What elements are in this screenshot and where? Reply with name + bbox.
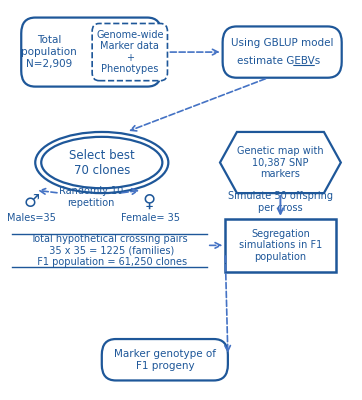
Text: Males=35: Males=35 bbox=[7, 213, 56, 223]
Text: Segregation
simulations in F1
population: Segregation simulations in F1 population bbox=[239, 229, 322, 262]
Text: Female= 35: Female= 35 bbox=[121, 213, 180, 223]
Text: Total
population
N=2,909: Total population N=2,909 bbox=[21, 36, 77, 69]
Text: Total hypothetical crossing pairs
  35 x 35 = 1225 (families)
  F1 population = : Total hypothetical crossing pairs 35 x 3… bbox=[30, 234, 188, 267]
Ellipse shape bbox=[35, 132, 168, 193]
Text: ♂: ♂ bbox=[24, 193, 40, 211]
Text: Simulate 50 offspring
per cross: Simulate 50 offspring per cross bbox=[228, 191, 333, 213]
Text: Using GBLUP model: Using GBLUP model bbox=[231, 38, 333, 48]
FancyBboxPatch shape bbox=[21, 18, 161, 86]
FancyBboxPatch shape bbox=[92, 24, 168, 81]
Polygon shape bbox=[220, 132, 341, 193]
Text: Genetic map with
10,387 SNP
markers: Genetic map with 10,387 SNP markers bbox=[237, 146, 324, 179]
FancyBboxPatch shape bbox=[102, 339, 228, 380]
Ellipse shape bbox=[41, 137, 162, 188]
Text: estimate GEBVs: estimate GEBVs bbox=[237, 56, 320, 66]
Text: Select best
70 clones: Select best 70 clones bbox=[69, 148, 135, 176]
Text: ♀: ♀ bbox=[143, 193, 156, 211]
Bar bbox=[225, 219, 336, 272]
Text: Genome-wide
Marker data
+
Phenotypes: Genome-wide Marker data + Phenotypes bbox=[96, 30, 164, 74]
FancyBboxPatch shape bbox=[223, 26, 342, 78]
Text: Randomly 10
repetition: Randomly 10 repetition bbox=[59, 186, 123, 208]
Text: Marker genotype of
F1 progeny: Marker genotype of F1 progeny bbox=[114, 349, 216, 370]
